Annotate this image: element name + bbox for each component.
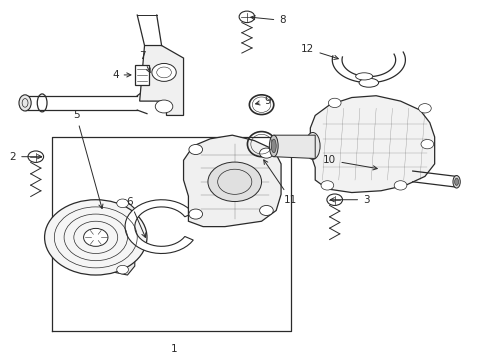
Polygon shape — [125, 200, 193, 253]
Circle shape — [117, 265, 128, 274]
Ellipse shape — [271, 139, 276, 153]
Text: 11: 11 — [263, 160, 297, 205]
Text: 8: 8 — [250, 15, 285, 26]
Circle shape — [259, 206, 273, 216]
Polygon shape — [183, 135, 281, 226]
Text: 6: 6 — [126, 197, 145, 237]
Ellipse shape — [269, 135, 278, 157]
Text: 7: 7 — [139, 51, 150, 72]
Polygon shape — [140, 45, 183, 116]
Circle shape — [155, 100, 172, 113]
Circle shape — [188, 144, 202, 154]
Circle shape — [326, 194, 342, 206]
Circle shape — [83, 228, 108, 246]
Ellipse shape — [452, 176, 459, 188]
Circle shape — [259, 148, 273, 158]
Circle shape — [44, 200, 147, 275]
Circle shape — [152, 63, 176, 81]
Ellipse shape — [454, 178, 458, 185]
Polygon shape — [310, 96, 434, 193]
Text: 12: 12 — [301, 44, 338, 59]
Circle shape — [420, 139, 433, 149]
Text: 5: 5 — [73, 111, 103, 208]
Ellipse shape — [19, 95, 31, 111]
Ellipse shape — [305, 132, 320, 159]
Circle shape — [239, 11, 254, 23]
Text: 4: 4 — [112, 70, 131, 80]
Ellipse shape — [358, 78, 378, 87]
Circle shape — [418, 104, 430, 113]
Polygon shape — [273, 135, 315, 158]
Text: 2: 2 — [10, 152, 41, 162]
Circle shape — [321, 181, 333, 190]
Circle shape — [328, 98, 340, 108]
Circle shape — [117, 199, 128, 208]
Bar — [135, 65, 149, 85]
Polygon shape — [110, 200, 135, 275]
Circle shape — [188, 209, 202, 219]
Circle shape — [207, 162, 261, 202]
Text: 9: 9 — [255, 96, 271, 106]
Circle shape — [393, 181, 406, 190]
Text: 3: 3 — [329, 195, 369, 205]
Ellipse shape — [355, 73, 372, 80]
Text: 1: 1 — [170, 343, 177, 354]
Circle shape — [28, 151, 43, 162]
Text: 10: 10 — [323, 155, 376, 170]
